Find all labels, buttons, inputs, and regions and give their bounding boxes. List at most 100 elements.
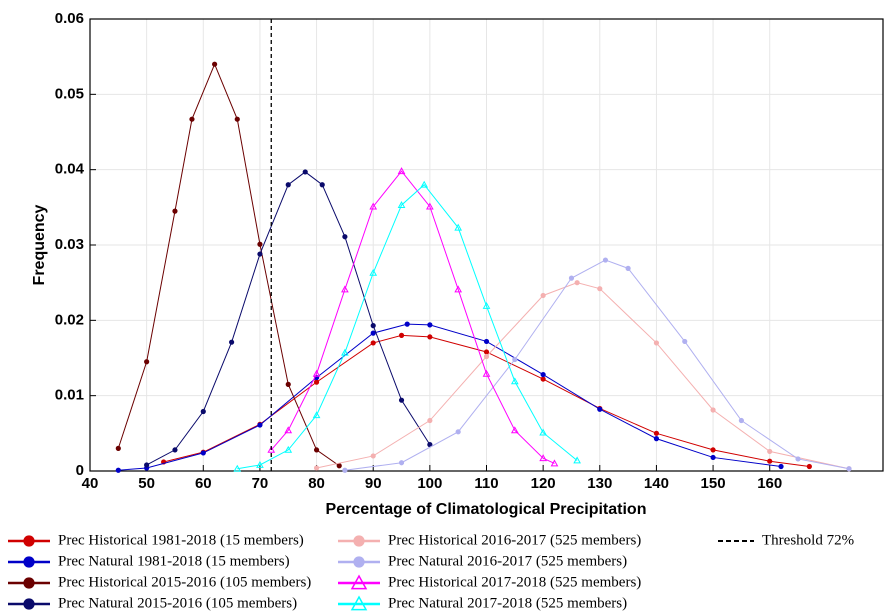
- data-point: [512, 356, 518, 363]
- data-point: [369, 202, 378, 210]
- data-point: [482, 301, 491, 309]
- x-tick-label: 40: [82, 475, 99, 492]
- data-point: [710, 447, 716, 453]
- data-point: [597, 406, 603, 412]
- x-tick-label: 120: [531, 475, 556, 492]
- y-tick-label: 0.02: [55, 311, 84, 328]
- x-tick-label: 150: [701, 475, 726, 492]
- data-point: [115, 445, 121, 451]
- data-point: [189, 116, 195, 122]
- data-point: [257, 422, 263, 428]
- data-point: [200, 408, 206, 415]
- data-point: [539, 428, 547, 436]
- data-point: [115, 467, 121, 473]
- data-point: [574, 280, 580, 286]
- data-point: [285, 182, 291, 188]
- x-tick-label: 130: [587, 475, 612, 492]
- legend-marker: [23, 535, 35, 547]
- data-point: [710, 407, 716, 413]
- data-point: [397, 201, 406, 208]
- data-point: [370, 323, 376, 329]
- data-point: [427, 334, 433, 340]
- y-tick-label: 0.05: [55, 85, 84, 102]
- y-tick-label: 0.06: [55, 10, 84, 27]
- legend-marker: [23, 556, 35, 568]
- data-point: [284, 426, 293, 434]
- data-point: [539, 454, 547, 462]
- data-point: [313, 379, 320, 385]
- x-tick-label: 160: [757, 475, 782, 492]
- legend-label: Prec Natural 2015-2016 (105 members): [58, 595, 297, 611]
- data-point: [420, 180, 429, 188]
- data-point: [369, 268, 378, 276]
- data-point: [370, 340, 376, 346]
- series-line: [270, 170, 555, 464]
- data-point: [778, 463, 784, 470]
- x-tick-label: 90: [365, 475, 382, 492]
- data-point: [738, 417, 744, 424]
- data-point: [285, 381, 291, 387]
- series-line: [237, 184, 578, 470]
- legend-marker: [353, 535, 365, 547]
- data-point: [212, 61, 218, 67]
- data-point: [653, 430, 660, 436]
- data-point: [482, 369, 491, 377]
- data-point: [144, 462, 150, 468]
- data-point: [172, 208, 178, 214]
- data-point: [398, 332, 405, 338]
- data-point: [370, 330, 376, 336]
- x-tick-label: 100: [417, 475, 442, 492]
- data-point: [336, 463, 342, 469]
- legend-label: Prec Natural 1981-2018 (15 members): [58, 553, 290, 569]
- x-tick-label: 60: [195, 475, 212, 492]
- data-point: [341, 285, 349, 293]
- data-point: [229, 339, 235, 345]
- data-point: [404, 321, 410, 327]
- data-point: [341, 348, 349, 356]
- data-point: [312, 411, 321, 419]
- x-axis-label: Percentage of Climatological Precipitati…: [326, 501, 647, 518]
- data-point: [454, 223, 463, 231]
- x-tick-label: 70: [252, 475, 269, 492]
- y-tick-label: 0: [76, 462, 84, 479]
- data-point: [427, 417, 433, 424]
- legend-marker: [353, 556, 365, 568]
- data-point: [319, 182, 325, 188]
- data-point: [455, 429, 461, 435]
- data-point: [267, 445, 276, 453]
- data-point: [806, 463, 812, 470]
- data-point: [540, 292, 546, 299]
- data-point: [682, 338, 688, 345]
- data-point: [398, 397, 405, 403]
- data-point: [602, 257, 609, 263]
- data-point: [846, 466, 852, 472]
- data-point: [144, 359, 150, 365]
- plot-frame: [89, 18, 884, 472]
- legend-label: Prec Historical 2017-2018 (525 members): [388, 574, 641, 590]
- legend-label: Prec Natural 2017-2018 (525 members): [388, 595, 627, 611]
- data-point: [597, 286, 603, 292]
- data-point: [302, 169, 308, 175]
- data-point: [510, 426, 519, 434]
- data-point: [427, 322, 433, 328]
- legend-marker: [23, 577, 35, 589]
- data-point: [426, 202, 434, 210]
- x-tick-label: 80: [308, 475, 325, 492]
- data-point: [510, 377, 519, 385]
- data-point: [454, 285, 463, 293]
- legend-marker: [350, 595, 368, 611]
- data-point: [573, 456, 581, 464]
- data-point: [172, 447, 178, 453]
- data-point: [233, 464, 242, 472]
- data-point: [313, 447, 320, 453]
- legend-marker: [350, 574, 368, 590]
- data-point: [256, 460, 264, 468]
- data-point: [625, 265, 631, 271]
- x-tick-label: 140: [644, 475, 669, 492]
- data-point: [540, 376, 546, 382]
- data-point: [342, 234, 348, 240]
- legend-marker: [23, 598, 35, 610]
- series-line: [117, 62, 340, 467]
- data-point: [312, 369, 321, 377]
